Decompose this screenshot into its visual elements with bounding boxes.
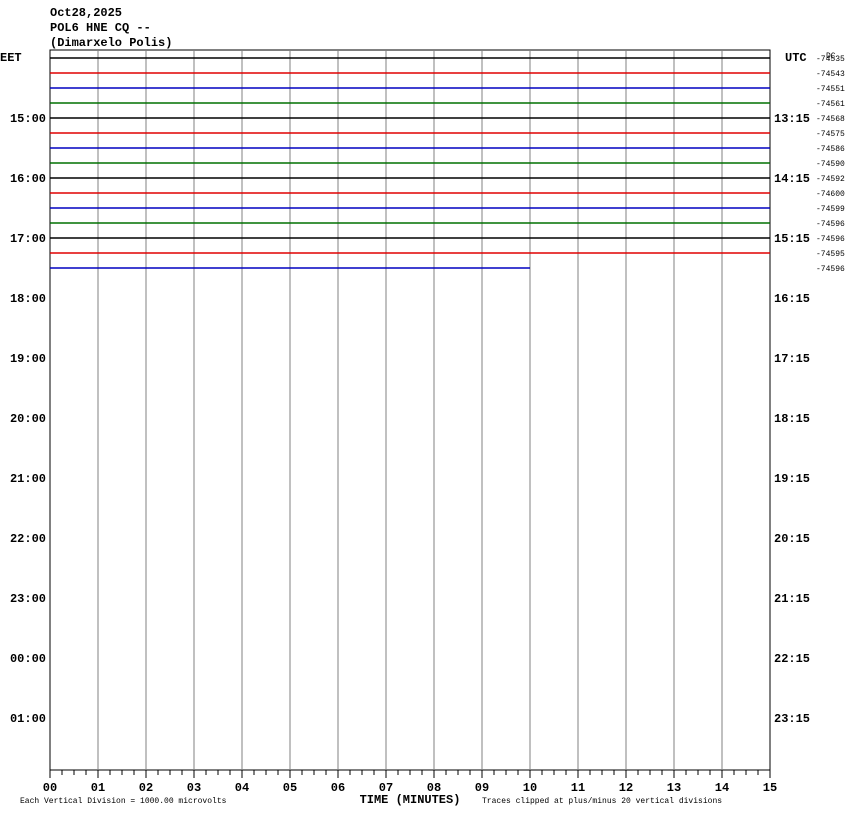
- x-tick-label: 14: [715, 781, 729, 795]
- left-time-label: 23:00: [10, 592, 46, 606]
- dc-offset: -74599: [816, 205, 845, 214]
- plot-frame: [49, 49, 771, 771]
- station: POL6 HNE CQ --: [50, 21, 151, 35]
- scale-note: Each Vertical Division = 1000.00 microvo…: [20, 797, 227, 806]
- dc-offset: -74592: [816, 175, 845, 184]
- dc-offset: -74590: [816, 160, 845, 169]
- clip-note: Traces clipped at plus/minus 20 vertical…: [482, 797, 722, 806]
- right-zone-label: UTC: [785, 51, 807, 65]
- x-tick-label: 01: [91, 781, 105, 795]
- x-axis-title: TIME (MINUTES): [360, 793, 461, 807]
- right-time-label: 19:15: [774, 472, 810, 486]
- dc-offset: -74596: [816, 220, 845, 229]
- dc-offset: -74596: [816, 235, 845, 244]
- left-zone-label: EET: [0, 51, 22, 65]
- x-tick-label: 10: [523, 781, 537, 795]
- right-time-label: 18:15: [774, 412, 810, 426]
- dc-offset: -74561: [816, 100, 845, 109]
- right-time-label: 15:15: [774, 232, 810, 246]
- left-time-label: 21:00: [10, 472, 46, 486]
- left-time-label: 20:00: [10, 412, 46, 426]
- left-time-label: 15:00: [10, 112, 46, 126]
- x-tick-label: 08: [427, 781, 441, 795]
- right-time-label: 13:15: [774, 112, 810, 126]
- x-tick-label: 04: [235, 781, 249, 795]
- left-time-label: 17:00: [10, 232, 46, 246]
- x-tick-label: 11: [571, 781, 585, 795]
- dc-offset: -74586: [816, 145, 845, 154]
- dc-offset: -74543: [816, 70, 845, 79]
- x-tick-label: 00: [43, 781, 57, 795]
- right-time-label: 16:15: [774, 292, 810, 306]
- left-time-label: 01:00: [10, 712, 46, 726]
- date: Oct28,2025: [50, 6, 122, 20]
- x-tick-label: 06: [331, 781, 345, 795]
- right-time-label: 22:15: [774, 652, 810, 666]
- dc-offset: -74551: [816, 85, 845, 94]
- x-tick-label: 07: [379, 781, 393, 795]
- x-tick-label: 09: [475, 781, 489, 795]
- left-time-label: 18:00: [10, 292, 46, 306]
- left-time-label: 00:00: [10, 652, 46, 666]
- dc-offset: -74600: [816, 190, 845, 199]
- x-tick-label: 15: [763, 781, 777, 795]
- x-tick-label: 02: [139, 781, 153, 795]
- dc-offset: -74575: [816, 130, 845, 139]
- dc-offset: -74535: [816, 55, 845, 64]
- x-tick-label: 05: [283, 781, 297, 795]
- x-tick-label: 12: [619, 781, 633, 795]
- dc-label: DC: [826, 52, 836, 61]
- dc-offset: -74568: [816, 115, 845, 124]
- left-time-label: 22:00: [10, 532, 46, 546]
- left-time-label: 19:00: [10, 352, 46, 366]
- right-time-label: 23:15: [774, 712, 810, 726]
- right-time-label: 20:15: [774, 532, 810, 546]
- location: (Dimarxelo Polis): [50, 36, 172, 50]
- dc-offset: -74595: [816, 250, 845, 259]
- x-tick-label: 03: [187, 781, 201, 795]
- x-tick-label: 13: [667, 781, 681, 795]
- right-time-label: 21:15: [774, 592, 810, 606]
- right-time-label: 17:15: [774, 352, 810, 366]
- dc-offset: -74596: [816, 265, 845, 274]
- left-time-label: 16:00: [10, 172, 46, 186]
- right-time-label: 14:15: [774, 172, 810, 186]
